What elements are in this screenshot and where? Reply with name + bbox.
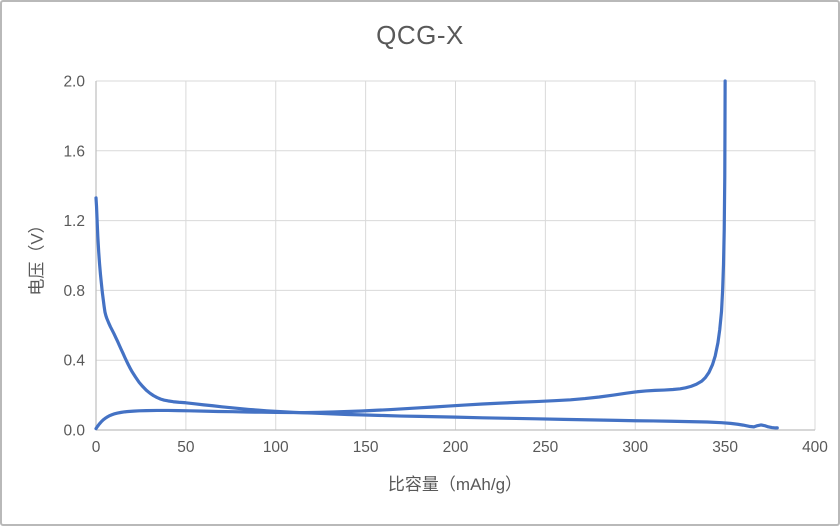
discharge-curve	[94, 196, 779, 430]
x-tick-label: 250	[532, 439, 558, 456]
x-tick-label: 0	[92, 439, 101, 456]
chart-title: QCG-X	[376, 20, 464, 50]
x-tick-label: 150	[353, 439, 379, 456]
x-tick-label: 200	[443, 439, 469, 456]
x-tick-label: 100	[263, 439, 289, 456]
x-tick-label: 400	[802, 439, 828, 456]
x-axis-title: 比容量（mAh/g）	[387, 475, 523, 494]
y-tick-label: 2.0	[63, 74, 85, 91]
y-axis-title: 电压（V）	[27, 216, 47, 296]
y-tick-label: 1.2	[63, 213, 85, 230]
y-tick-label: 0.0	[63, 423, 85, 440]
x-tick-label: 350	[712, 439, 738, 456]
y-tick-label: 1.6	[63, 143, 85, 160]
charge-curve	[94, 79, 727, 431]
y-tick-label: 0.8	[63, 283, 85, 300]
y-tick-label: 0.4	[63, 353, 85, 370]
x-tick-label: 300	[622, 439, 648, 456]
x-tick-label: 50	[177, 439, 195, 456]
